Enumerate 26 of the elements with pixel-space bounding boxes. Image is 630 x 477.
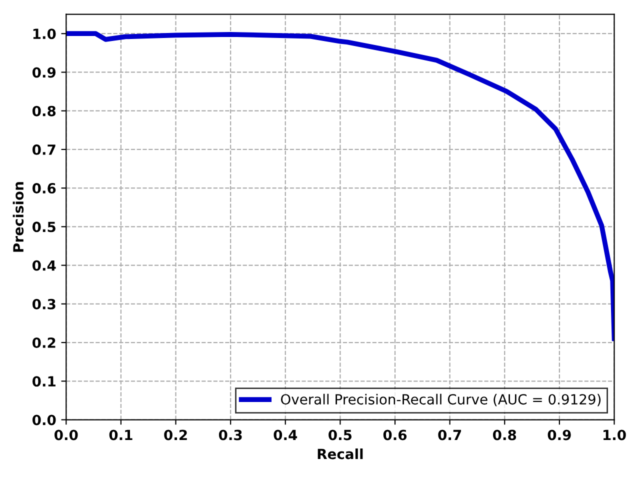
x-axis-title: Recall [318, 448, 363, 460]
y-tick-label: 0.9 [32, 67, 56, 78]
x-tick-label: 0.8 [492, 430, 516, 440]
y-tick-label: 0.8 [32, 106, 56, 116]
legend-label: Overall Precision-Recall Curve (AUC = 0.9129) [280, 394, 601, 406]
x-tick-label: 0.7 [438, 430, 462, 440]
x-tick-label: 0.1 [109, 430, 132, 440]
y-tick-label: 0.0 [32, 414, 56, 426]
y-tick-label: 0.6 [32, 183, 56, 194]
y-tick-label: 0.2 [32, 338, 56, 348]
line-series [66, 31, 614, 342]
y-tick-label: 0.7 [32, 144, 56, 155]
y-axis-title: Precision [12, 182, 24, 252]
y-tick-label: 0.1 [32, 376, 56, 387]
x-tick-label: 0.6 [383, 430, 407, 440]
x-tick-label: 0.4 [274, 430, 298, 440]
y-tick-label: 1.0 [33, 28, 56, 40]
x-tick-label: 0.5 [328, 430, 352, 440]
x-tick-label: 0.3 [218, 430, 242, 440]
y-tick-label: 0.4 [32, 260, 56, 271]
x-tick-label: 0.2 [164, 430, 187, 440]
y-tick-label: 0.5 [32, 222, 56, 232]
y-tick-label: 0.3 [32, 298, 56, 310]
x-tick-label: 1.0 [604, 430, 626, 440]
x-tick-label: 0.9 [548, 430, 571, 440]
x-tick-label: 0.0 [54, 430, 78, 440]
